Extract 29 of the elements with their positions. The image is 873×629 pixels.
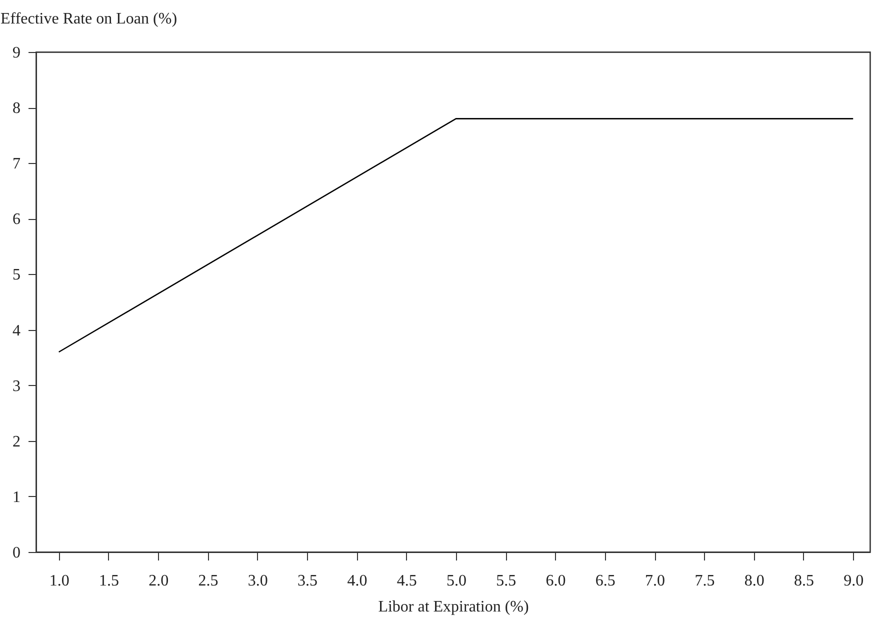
x-tick-label: 3.0: [248, 572, 268, 590]
x-axis-title: Libor at Expiration (%): [378, 598, 529, 616]
y-tick-label: 0: [12, 544, 20, 562]
x-tick-label: 6.0: [546, 572, 566, 590]
y-tick-label: 8: [12, 100, 20, 118]
x-tick-label: 1.5: [98, 572, 119, 590]
y-tick-label: 6: [12, 211, 20, 228]
y-tick-label: 1: [12, 488, 20, 506]
x-tick-label: 6.5: [595, 572, 616, 590]
y-tick-label: 3: [12, 378, 20, 395]
x-tick-label: 4.0: [347, 572, 368, 590]
y-tick-label: 5: [12, 266, 20, 284]
x-tick-label: 8.0: [744, 572, 764, 590]
y-tick-label: 4: [12, 322, 20, 340]
x-tick-label: 5.5: [496, 572, 516, 590]
y-axis-title: Effective Rate on Loan (%): [0, 10, 178, 28]
x-tick-label: 9.0: [844, 572, 864, 590]
y-tick-label: 2: [12, 433, 20, 450]
x-tick-label: 4.5: [396, 572, 417, 590]
x-tick-label: 7.5: [694, 572, 715, 590]
y-tick-label: 7: [12, 156, 20, 173]
x-tick-label: 1.0: [49, 572, 70, 590]
y-tick-label: 9: [12, 44, 20, 62]
x-tick-label: 5.0: [446, 572, 466, 590]
x-tick-label: 2.5: [198, 572, 218, 590]
x-tick-label: 7.0: [645, 572, 666, 590]
x-tick-label: 8.5: [794, 572, 814, 590]
x-tick-label: 3.5: [298, 572, 318, 590]
x-tick-label: 2.0: [148, 572, 169, 590]
